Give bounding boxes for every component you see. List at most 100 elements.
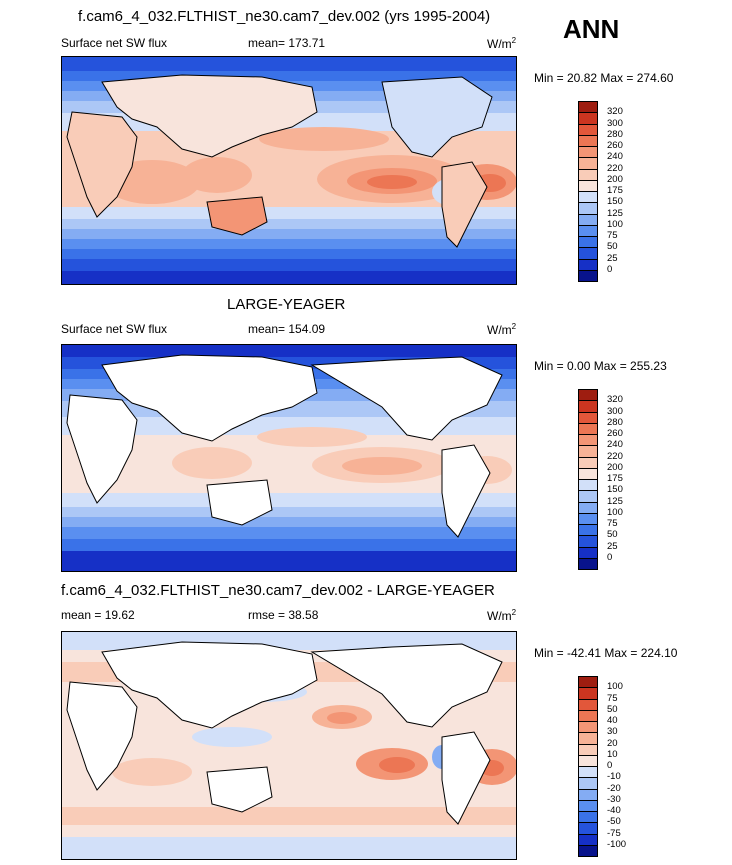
panel2-units: W/m2 (487, 322, 517, 337)
colorbar-tick-label: 260 (607, 428, 623, 439)
colorbar-tick-label: 240 (607, 439, 623, 451)
panel2-title: LARGE-YEAGER (227, 296, 346, 313)
colorbar-swatch (578, 788, 598, 801)
panel3-colorbar: -100 -75 -50 -40 -30 -20 -10 0 10 20 30 40 50 75 100 (578, 676, 638, 857)
colorbar-swatch (578, 146, 598, 159)
colorbar-tick-label: 25 (607, 252, 618, 264)
colorbar-swatch (578, 258, 598, 271)
colorbar-swatch (578, 721, 598, 734)
colorbar-swatch (578, 236, 598, 249)
colorbar-swatch (578, 754, 598, 767)
colorbar-tick-label: 320 (607, 106, 623, 118)
panel2-map (61, 344, 517, 572)
colorbar-tick-label: -40 (607, 805, 621, 816)
panel2-minmax: Min = 0.00 Max = 255.23 (534, 359, 667, 373)
colorbar-tick-label: 200 (607, 173, 623, 185)
colorbar-tick-label: -10 (607, 771, 621, 783)
colorbar-swatch (578, 400, 598, 413)
colorbar-tick-label: 300 (607, 117, 623, 129)
colorbar-tick-label: 25 (607, 540, 618, 552)
panel2-colorbar: 0 25 50 75 100 125 150 175 200 220 240 260 280 300 320 (578, 389, 638, 570)
colorbar-tick-label: 50 (607, 703, 618, 715)
colorbar-tick-label: 0 (607, 551, 613, 563)
colorbar-tick-label: 125 (607, 495, 623, 507)
panel1-minmax: Min = 20.82 Max = 274.60 (534, 71, 674, 85)
colorbar-swatch (578, 777, 598, 790)
colorbar-tick-label: 10 (607, 748, 618, 760)
colorbar-tick-label: 20 (607, 737, 618, 749)
colorbar-swatch (578, 479, 598, 492)
colorbar-swatch (578, 202, 598, 215)
colorbar-tick-label: 50 (607, 241, 618, 253)
colorbar-swatch (578, 822, 598, 835)
colorbar-swatch (578, 743, 598, 756)
colorbar-swatch (578, 698, 598, 711)
panel3-title: f.cam6_4_032.FLTHIST_ne30.cam7_dev.002 -… (61, 582, 495, 599)
colorbar-swatch (578, 422, 598, 435)
panel1-map (61, 56, 517, 285)
colorbar-swatch (578, 213, 598, 226)
colorbar-swatch (578, 844, 598, 857)
colorbar-swatch (578, 833, 598, 846)
colorbar-tick-label: 0 (607, 760, 613, 771)
colorbar-tick-label: -30 (607, 793, 621, 805)
panel3-map (61, 631, 517, 860)
colorbar-swatch (578, 101, 598, 114)
panel3-map-field (62, 632, 516, 859)
colorbar-swatch (578, 157, 598, 170)
colorbar-tick-label: 40 (607, 715, 618, 726)
colorbar-tick-label: 175 (607, 185, 623, 196)
colorbar-swatch (578, 445, 598, 458)
colorbar-swatch (578, 389, 598, 402)
colorbar-swatch (578, 247, 598, 260)
colorbar-tick-label: 280 (607, 416, 623, 428)
colorbar-tick-label: 260 (607, 140, 623, 151)
colorbar-swatch (578, 168, 598, 181)
colorbar-swatch (578, 811, 598, 824)
colorbar-swatch (578, 766, 598, 779)
colorbar-swatch (578, 411, 598, 424)
panel1-colorbar: 0 25 50 75 100 125 150 175 200 220 240 260 280 300 320 (578, 101, 638, 282)
panel3-minmax: Min = -42.41 Max = 224.10 (534, 646, 678, 660)
panel1-left-label: Surface net SW flux (61, 36, 168, 50)
colorbar-swatch (578, 179, 598, 192)
panel3-units: W/m2 (487, 608, 517, 623)
colorbar-tick-label: 220 (607, 162, 623, 174)
panel1-mean-label: mean= 173.71 (248, 36, 326, 50)
colorbar-tick-label: 220 (607, 450, 623, 462)
colorbar-swatch (578, 524, 598, 537)
colorbar-swatch (578, 709, 598, 722)
colorbar-tick-label: 280 (607, 128, 623, 140)
colorbar-tick-label: 30 (607, 726, 618, 738)
colorbar-tick-label: 320 (607, 394, 623, 406)
colorbar-swatch (578, 546, 598, 559)
colorbar-swatch (578, 535, 598, 548)
colorbar-swatch (578, 134, 598, 147)
colorbar-swatch (578, 456, 598, 469)
colorbar-tick-label: 75 (607, 518, 618, 529)
colorbar-tick-label: 0 (607, 263, 613, 275)
colorbar-swatch (578, 123, 598, 136)
colorbar-swatch (578, 191, 598, 204)
panel3-rmse-label: rmse = 38.58 (248, 608, 319, 622)
colorbar-tick-label: 150 (607, 484, 623, 496)
panel1-map-field (62, 57, 516, 284)
panel2-map-field (62, 345, 516, 571)
colorbar-tick-label: -50 (607, 816, 621, 828)
colorbar-tick-label: 100 (607, 218, 623, 230)
season-label: ANN (563, 14, 620, 44)
colorbar-tick-label: -75 (607, 827, 621, 839)
colorbar-tick-label: -100 (607, 838, 627, 850)
colorbar-tick-label: 175 (607, 473, 623, 484)
panel1-title: f.cam6_4_032.FLTHIST_ne30.cam7_dev.002 (… (78, 8, 491, 25)
colorbar-tick-label: 50 (607, 529, 618, 541)
colorbar-tick-label: 125 (607, 207, 623, 219)
colorbar-swatch (578, 434, 598, 447)
panel1-units: W/m2 (487, 36, 517, 51)
panel2-mean-label: mean= 154.09 (248, 322, 326, 336)
colorbar-swatch (578, 501, 598, 514)
colorbar-swatch (578, 557, 598, 570)
colorbar-swatch (578, 732, 598, 745)
colorbar-swatch (578, 687, 598, 700)
colorbar-tick-label: -20 (607, 782, 621, 794)
